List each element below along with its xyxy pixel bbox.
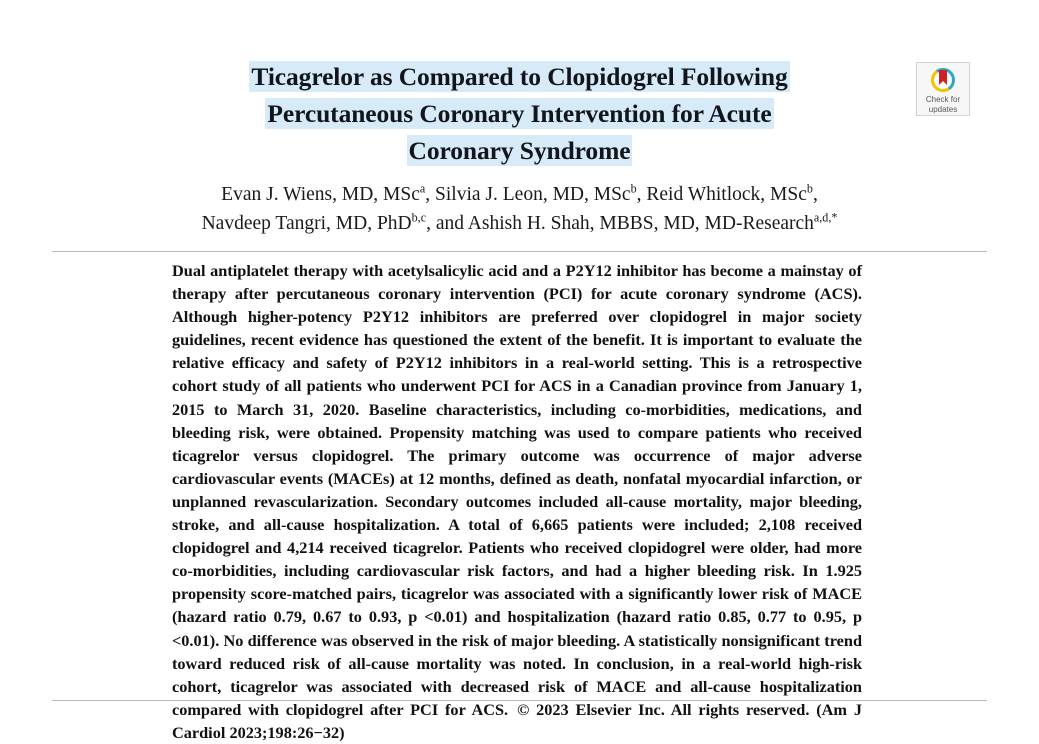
abstract-text: Dual antiplatelet therapy with acetylsal… bbox=[172, 259, 862, 744]
author-name: Reid Whitlock, MSc bbox=[646, 184, 807, 205]
author-line-2: Navdeep Tangri, MD, PhDb,c, and Ashish H… bbox=[0, 209, 1039, 238]
divider-top bbox=[52, 251, 987, 252]
author-affiliation-marker: b,c bbox=[411, 210, 427, 225]
author-name: Ashish H. Shah, MBBS, MD, MD-Research bbox=[467, 213, 814, 234]
divider-bottom bbox=[52, 700, 987, 701]
author-name: Silvia J. Leon, MD, MSc bbox=[435, 184, 631, 205]
check-for-updates-badge[interactable]: Check for updates bbox=[916, 62, 970, 116]
author-separator: , bbox=[636, 184, 647, 205]
author-name: Navdeep Tangri, MD, PhD bbox=[201, 213, 412, 234]
title-line-3: Coronary Syndrome bbox=[0, 132, 1039, 169]
author-separator: , bbox=[812, 184, 818, 205]
author-affiliation-marker: a,d,* bbox=[813, 210, 838, 225]
author-list: Evan J. Wiens, MD, MSca, Silvia J. Leon,… bbox=[0, 180, 1039, 238]
title-line-3-text: Coronary Syndrome bbox=[406, 135, 633, 166]
abstract-body: Dual antiplatelet therapy with acetylsal… bbox=[172, 261, 862, 719]
author-affiliation-marker: a bbox=[419, 181, 426, 196]
author-separator: , and bbox=[426, 213, 468, 234]
author-affiliation-marker: b bbox=[630, 181, 637, 196]
check-for-updates-label: Check for updates bbox=[925, 95, 961, 114]
title-line-1: Ticagrelor as Compared to Clopidogrel Fo… bbox=[0, 58, 1039, 95]
title-line-2-text: Percutaneous Coronary Intervention for A… bbox=[265, 98, 774, 129]
author-separator: , bbox=[425, 184, 436, 205]
title-line-1-text: Ticagrelor as Compared to Clopidogrel Fo… bbox=[249, 61, 790, 92]
page-title: Ticagrelor as Compared to Clopidogrel Fo… bbox=[0, 58, 1039, 169]
author-line-1: Evan J. Wiens, MD, MSca, Silvia J. Leon,… bbox=[0, 180, 1039, 209]
author-affiliation-marker: b bbox=[806, 181, 813, 196]
author-name: Evan J. Wiens, MD, MSc bbox=[221, 184, 420, 205]
crossmark-icon bbox=[930, 67, 956, 93]
title-line-2: Percutaneous Coronary Intervention for A… bbox=[0, 95, 1039, 132]
